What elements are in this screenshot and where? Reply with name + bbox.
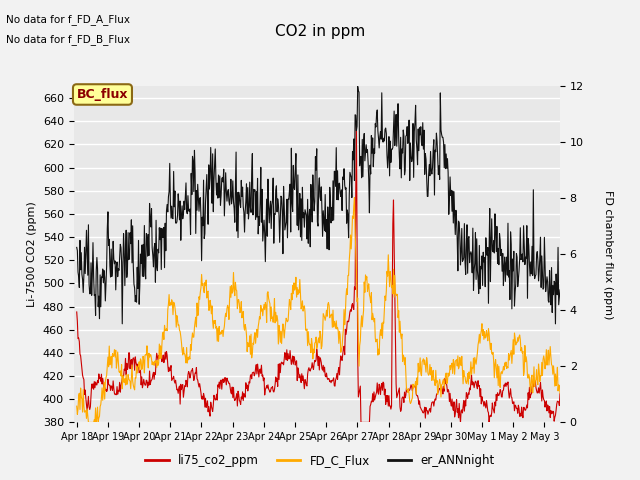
Text: No data for f_FD_B_Flux: No data for f_FD_B_Flux	[6, 34, 131, 45]
Text: No data for f_FD_A_Flux: No data for f_FD_A_Flux	[6, 14, 131, 25]
Text: CO2 in ppm: CO2 in ppm	[275, 24, 365, 39]
Y-axis label: Li-7500 CO2 (ppm): Li-7500 CO2 (ppm)	[27, 202, 37, 307]
Legend: li75_co2_ppm, FD_C_Flux, er_ANNnight: li75_co2_ppm, FD_C_Flux, er_ANNnight	[140, 449, 500, 472]
Y-axis label: FD chamber flux (ppm): FD chamber flux (ppm)	[604, 190, 613, 319]
Text: BC_flux: BC_flux	[77, 88, 128, 101]
